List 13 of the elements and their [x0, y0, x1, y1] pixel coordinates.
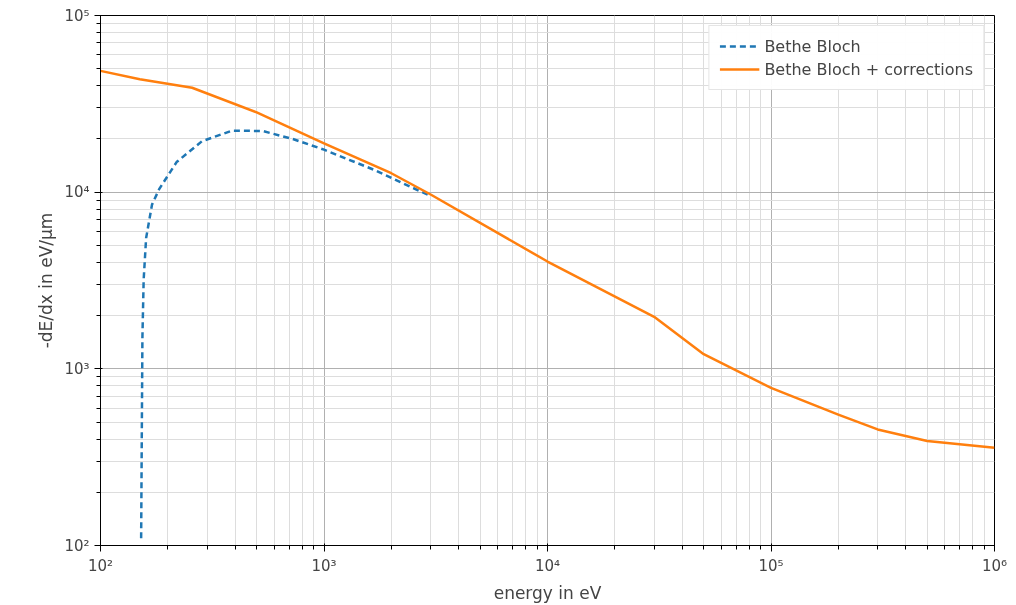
y-tick-label: 10⁵: [64, 6, 90, 25]
x-tick-label: 10³: [311, 556, 337, 575]
x-tick-label: 10⁴: [534, 556, 561, 575]
y-tick-label: 10³: [64, 359, 90, 378]
x-axis-title: energy in eV: [493, 582, 602, 603]
legend-label: Bethe Bloch + corrections: [764, 59, 973, 79]
y-axis-title: -dE/dx in eV/µm: [36, 212, 57, 349]
x-tick-label: 10⁵: [758, 556, 784, 575]
y-tick-label: 10²: [64, 536, 90, 555]
legend-label: Bethe Bloch: [764, 36, 861, 56]
y-tick-label: 10⁴: [64, 183, 90, 202]
x-tick-label: 10⁶: [981, 556, 1008, 575]
x-tick-label: 10²: [87, 556, 114, 575]
